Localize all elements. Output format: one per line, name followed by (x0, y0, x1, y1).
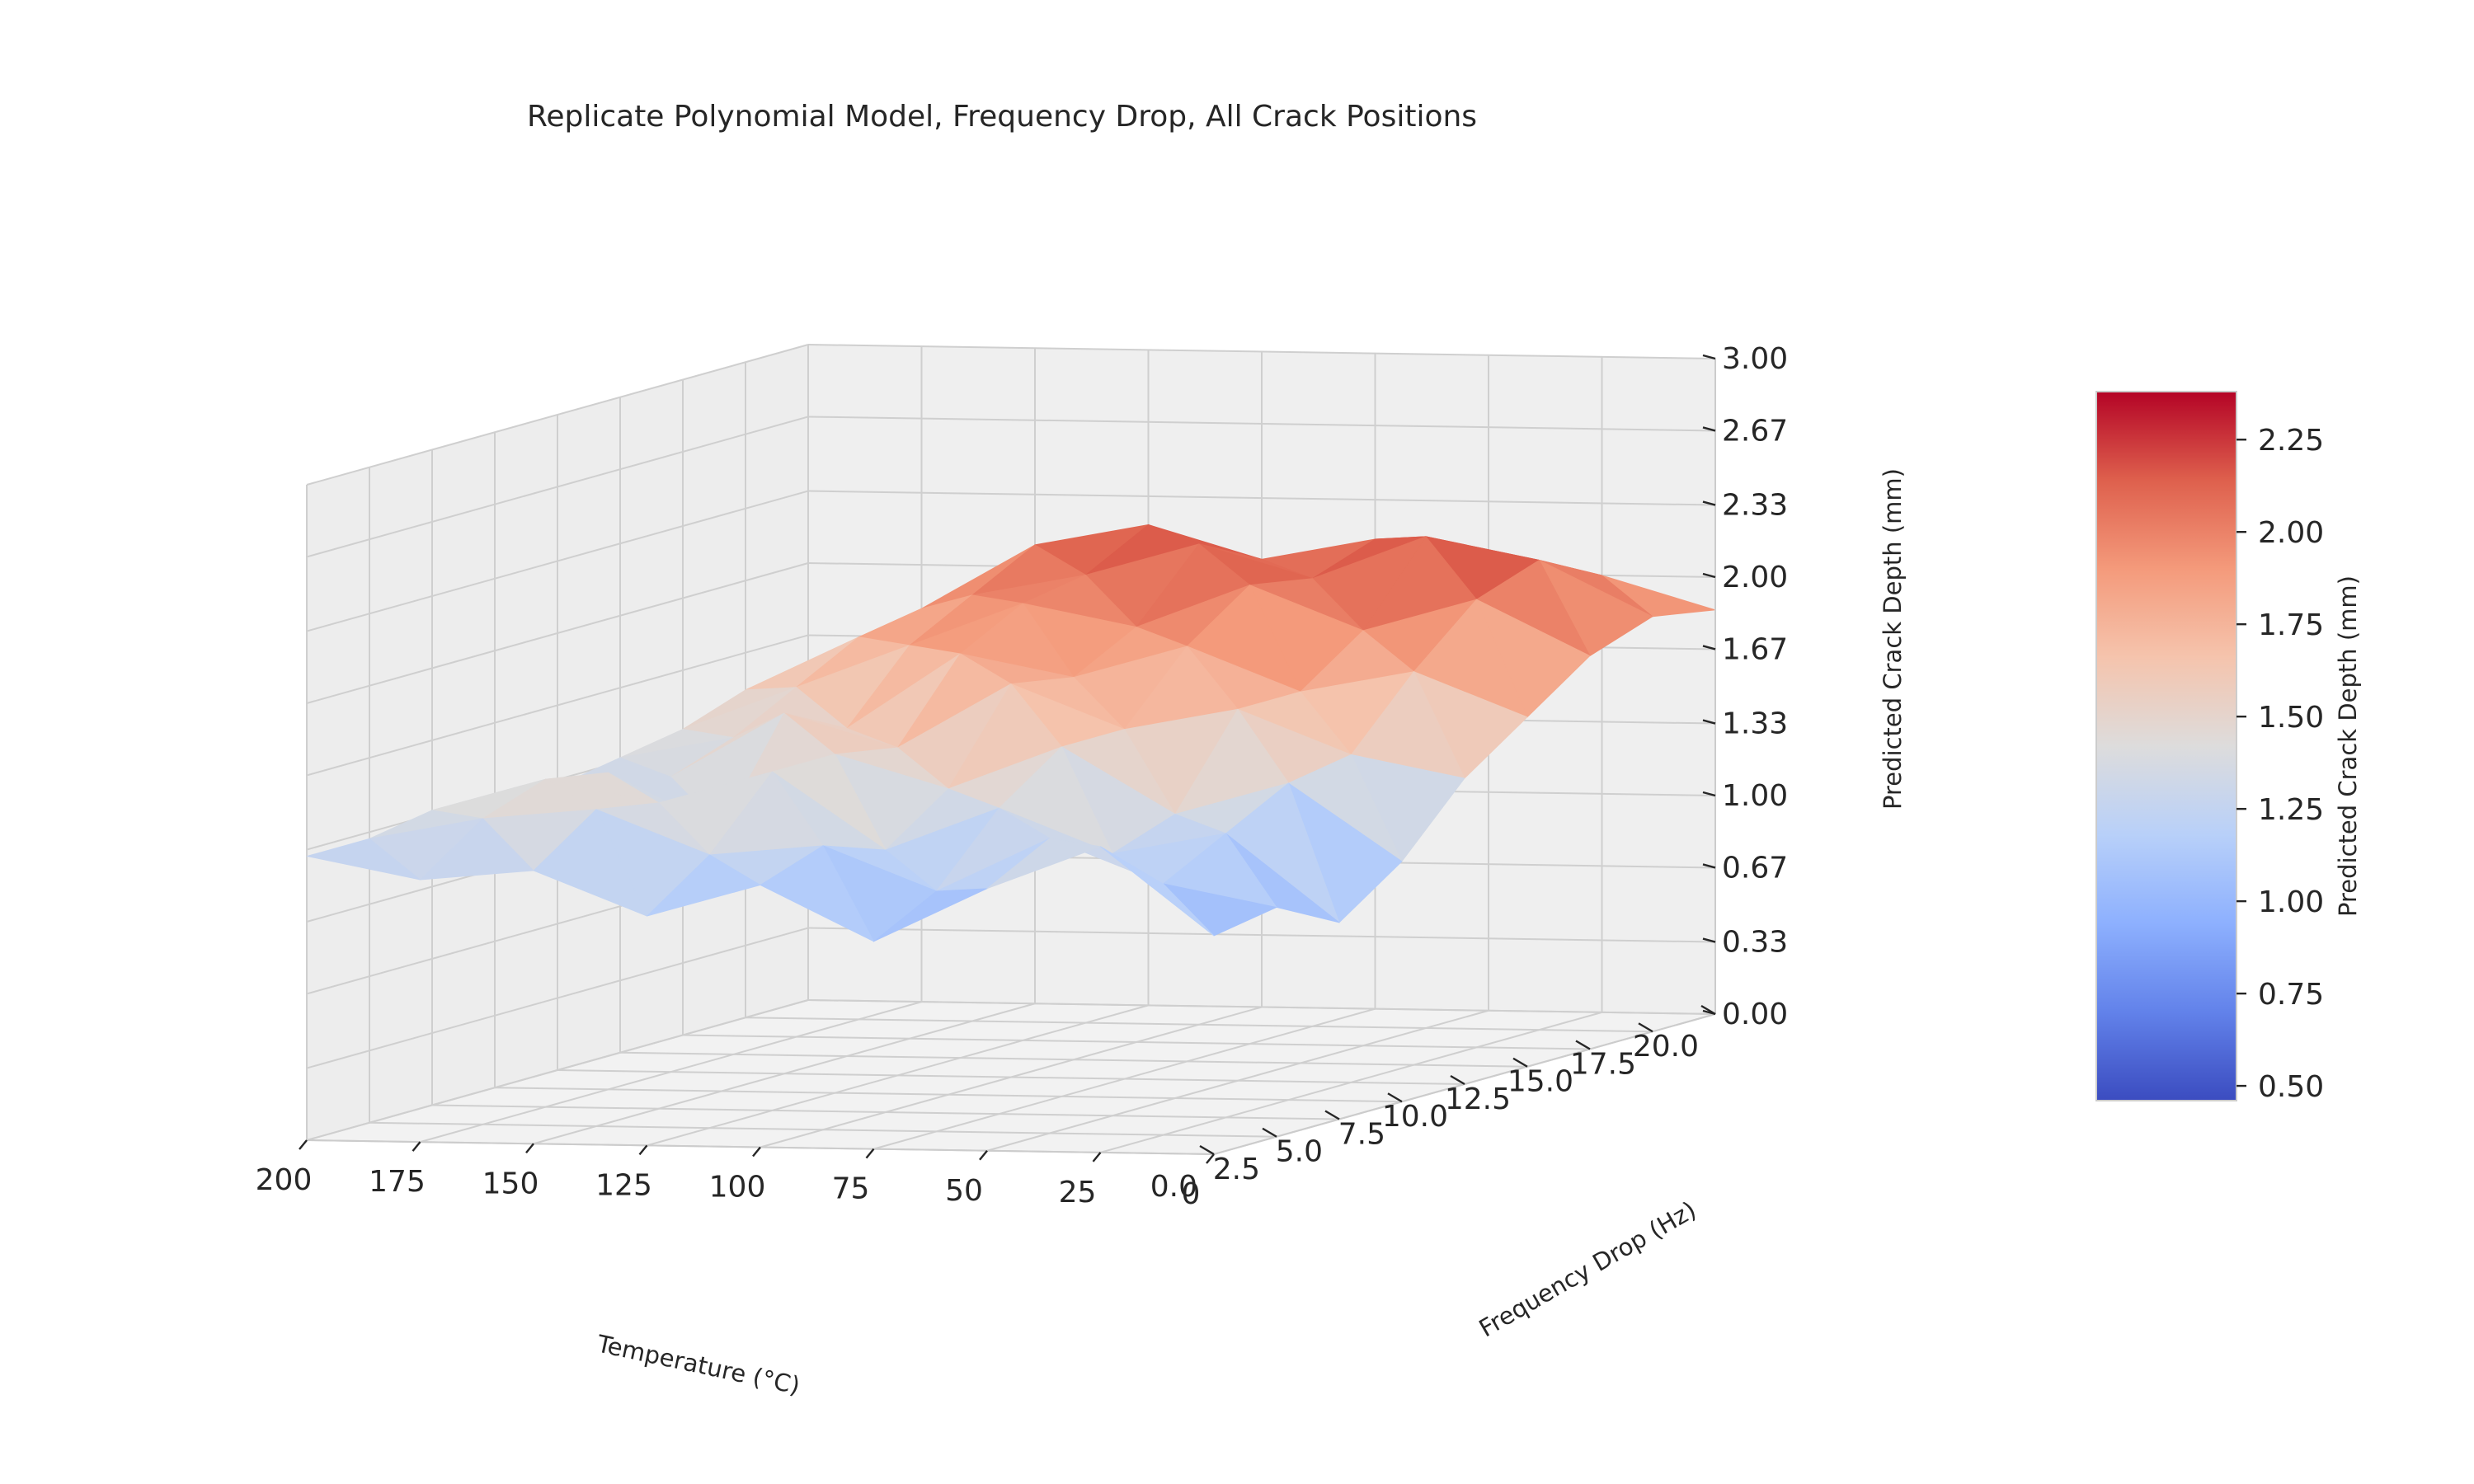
z-tick (1702, 1009, 1716, 1016)
z-tick-label: 2.67 (1722, 414, 1788, 448)
left-gridline-z (306, 562, 809, 704)
x-tick (1206, 1153, 1215, 1164)
back-gridline-z (807, 344, 1716, 359)
colorbar-tick-label: 1.75 (2258, 608, 2324, 642)
x-tick-label: 125 (595, 1168, 652, 1202)
y-tick (1199, 1144, 1215, 1156)
y-tick (1450, 1074, 1465, 1086)
colorbar-tick-label: 0.75 (2258, 978, 2324, 1012)
floor-gridline-y (682, 1034, 1591, 1050)
y-tick (1638, 1022, 1653, 1033)
y-tick (1324, 1110, 1340, 1120)
z-tick (1702, 791, 1716, 797)
back-gridline-z (807, 416, 1716, 432)
surface-facet (647, 854, 761, 917)
colorbar-tick-label: 2.00 (2258, 516, 2324, 550)
y-tick-label: 10.0 (1382, 1100, 1448, 1134)
y-tick (1575, 1040, 1591, 1050)
colorbar-tick-label: 1.50 (2258, 701, 2324, 735)
z-tick (1702, 719, 1716, 725)
surface-facet (986, 838, 1101, 890)
x-tick (525, 1143, 534, 1154)
x-tick-label: 25 (1059, 1176, 1097, 1209)
z-axis-label: Predicted Crack Depth (mm) (1879, 468, 1907, 810)
z-tick (1702, 500, 1716, 506)
z-tick-label: 1.00 (1722, 779, 1788, 813)
z-tick-label: 3.00 (1722, 342, 1788, 376)
floor-gridline-y (557, 1069, 1465, 1085)
x-tick (1092, 1152, 1102, 1162)
z-tick-label: 0.67 (1722, 851, 1788, 885)
x-tick-label: 200 (256, 1163, 313, 1197)
colorbar-label: Predicted Crack Depth (mm) (2334, 575, 2362, 917)
x-tick (299, 1139, 308, 1150)
z-tick (1702, 645, 1716, 650)
floor-gridline-y (431, 1104, 1340, 1120)
floor-gridline-y (745, 1017, 1653, 1033)
colorbar-tick-label: 2.25 (2258, 424, 2324, 458)
x-tick-label: 50 (945, 1174, 983, 1208)
surface-facet (1100, 846, 1215, 937)
back-gridline-z (807, 490, 1716, 506)
y-tick (1387, 1092, 1403, 1103)
y-tick-label: 2.5 (1213, 1153, 1260, 1186)
y-tick-label: 15.0 (1507, 1065, 1573, 1099)
x-tick-label: 100 (709, 1171, 766, 1205)
colorbar-ticks: 0.50 0.75 1.00 1.25 1.50 1.75 2.00 2.25 (2236, 424, 2324, 1104)
z-tick (1702, 354, 1716, 360)
back-gridline-z (807, 999, 1716, 1015)
x-tick-label: 175 (369, 1165, 426, 1199)
z-tick-label: 0.33 (1722, 926, 1788, 960)
left-gridline-z (306, 416, 809, 558)
left-gridline-z (306, 927, 809, 1069)
y-tick-label: 0.0 (1150, 1170, 1197, 1204)
x-tick (638, 1144, 648, 1156)
x-tick (865, 1148, 875, 1159)
surface-facet (873, 888, 988, 942)
left-gridline-z (306, 634, 809, 777)
surface-facet (760, 845, 874, 942)
surface-facet (306, 838, 421, 881)
y-tick-label: 7.5 (1338, 1117, 1385, 1151)
floor-gridline-y (619, 1051, 1528, 1068)
z-tick-label: 2.00 (1722, 561, 1788, 594)
z-tick (1702, 937, 1716, 943)
floor-gridline-y (494, 1087, 1403, 1103)
colorbar-tick-label: 1.00 (2258, 885, 2324, 919)
z-tick-label: 1.33 (1722, 707, 1788, 741)
x-tick-label: 0 (1182, 1177, 1201, 1211)
x-tick-label: 75 (832, 1172, 870, 1206)
surface-mesh (306, 524, 1716, 942)
y-tick-label: 5.0 (1276, 1135, 1323, 1169)
x-tick (752, 1146, 761, 1158)
chart-title: Replicate Polynomial Model, Frequency Dr… (527, 100, 1477, 134)
z-tick (1702, 863, 1716, 869)
z-tick-label: 1.67 (1722, 632, 1788, 666)
left-gridline-z (306, 344, 809, 486)
colorbar-gradient (2095, 391, 2237, 1101)
floor-gridline-y (369, 1121, 1277, 1138)
x-tick (979, 1149, 988, 1161)
colorbar-tick-label: 0.50 (2258, 1070, 2324, 1104)
z-tick (1702, 426, 1716, 432)
x-tick-label: 150 (482, 1167, 539, 1200)
z-tick (1702, 572, 1716, 579)
left-gridline-z (306, 490, 809, 632)
surface-facet (420, 818, 534, 881)
surface-facet (533, 809, 647, 917)
y-tick-label: 20.0 (1633, 1030, 1699, 1064)
x-tick (412, 1141, 421, 1152)
z-tick-label: 0.00 (1722, 998, 1788, 1031)
tick-labels: 200 175 150 125 100 75 50 25 00.0 2.5 5.0 7.510.012… (256, 342, 1789, 1211)
z-tick-label: 2.33 (1722, 489, 1788, 523)
left-gridline-z (306, 999, 809, 1141)
y-tick (1262, 1127, 1277, 1138)
y-tick (1512, 1057, 1528, 1068)
colorbar: 0.50 0.75 1.00 1.25 1.50 1.75 2.00 2.25 Predict… (2095, 391, 2362, 1104)
y-tick-label: 12.5 (1445, 1082, 1511, 1116)
colorbar-tick-label: 1.25 (2258, 793, 2324, 827)
back-gridline-z (807, 927, 1716, 943)
y-tick-label: 17.5 (1570, 1047, 1636, 1081)
